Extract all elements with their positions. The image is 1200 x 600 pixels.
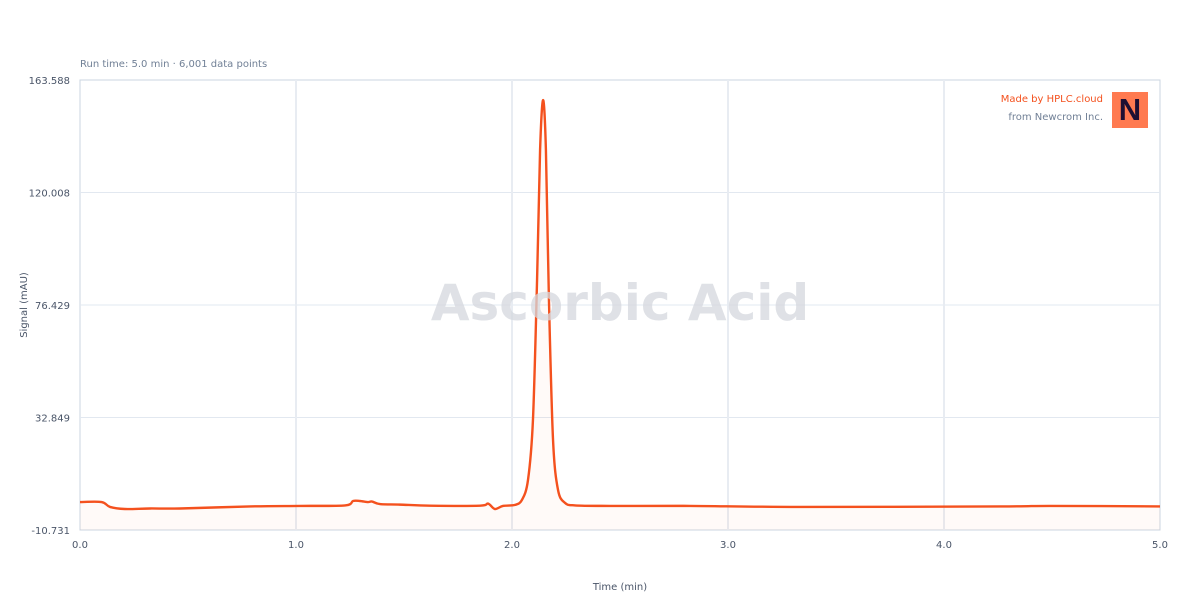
y-tick-label: 120.008 (29, 189, 70, 200)
x-tick-label: 1.0 (288, 540, 304, 551)
chart-subtitle: Run time: 5.0 min · 6,001 data points (80, 59, 268, 70)
newcrom-logo-icon: N (1112, 92, 1148, 128)
compound-watermark: Ascorbic Acid (430, 274, 810, 332)
y-tick-label: -10.731 (31, 526, 70, 537)
y-tick-label: 76.429 (35, 301, 70, 312)
y-tick-label: 32.849 (35, 413, 70, 424)
x-tick-label: 3.0 (720, 540, 736, 551)
x-tick-label: 4.0 (936, 540, 952, 551)
series-line (79, 98, 1161, 511)
x-tick-label: 5.0 (1152, 540, 1168, 551)
brand-link[interactable]: Made by HPLC.cloud (1000, 94, 1103, 105)
y-axis-label: Signal (mAU) (19, 272, 30, 338)
y-tick-label: 163.588 (29, 76, 70, 87)
brand-company: from Newcrom Inc. (1008, 112, 1103, 123)
x-tick-label: 0.0 (72, 540, 88, 551)
x-tick-label: 2.0 (504, 540, 520, 551)
x-axis-label: Time (min) (592, 582, 647, 593)
